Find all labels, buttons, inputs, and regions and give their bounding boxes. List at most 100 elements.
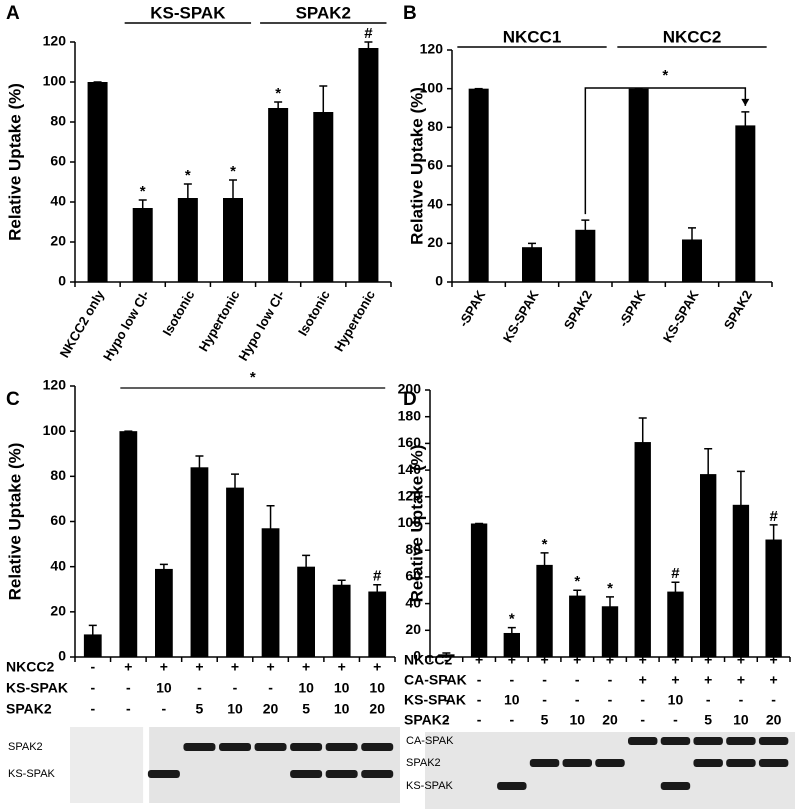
- bar: [667, 591, 684, 657]
- condition-value: -: [771, 692, 776, 708]
- error-bar: [528, 242, 536, 252]
- y-tick-label: 80: [427, 118, 443, 134]
- error-bar: [138, 199, 147, 216]
- condition-value: -: [739, 692, 744, 708]
- error-bar: [573, 589, 582, 601]
- y-tick-label: 20: [50, 233, 66, 249]
- bar: [438, 654, 455, 657]
- condition-value: 10: [156, 680, 172, 696]
- condition-value: -: [673, 712, 678, 728]
- x-tick-label: NKCC2 only: [57, 287, 108, 360]
- error-bar: [442, 652, 451, 656]
- error-bar: [688, 227, 696, 252]
- blot-label: CA-SPAK: [406, 735, 454, 747]
- condition-value: 20: [766, 712, 782, 728]
- blot-band: [361, 743, 394, 751]
- bar: [119, 431, 138, 657]
- error-bar: [159, 563, 168, 574]
- condition-value: -: [608, 692, 613, 708]
- y-tick-label: 80: [50, 113, 66, 129]
- condition-value: 20: [369, 701, 385, 717]
- condition-value: 5: [196, 701, 204, 717]
- blot-image: [149, 727, 400, 803]
- condition-name: CA-SPAK: [404, 672, 467, 688]
- condition-value: -: [542, 692, 547, 708]
- blot-band: [758, 759, 789, 767]
- condition-value: +: [639, 672, 647, 688]
- condition-value: 20: [602, 712, 618, 728]
- error-bar: [195, 455, 204, 479]
- blot-label: KS-SPAK: [406, 780, 454, 792]
- x-tick-label: Isotonic: [295, 288, 333, 339]
- error-bar: [606, 596, 614, 616]
- bar: [190, 467, 209, 657]
- y-tick-label: 60: [50, 153, 66, 169]
- y-tick-label: 120: [43, 33, 67, 49]
- condition-value: -: [444, 692, 449, 708]
- blot-band: [726, 759, 756, 767]
- y-tick-label: 140: [398, 461, 422, 477]
- condition-value: +: [704, 652, 712, 668]
- condition-name: SPAK2: [404, 712, 450, 728]
- significance-bracket: [584, 87, 747, 215]
- error-bar: [319, 85, 328, 138]
- error-bar: [507, 626, 516, 639]
- y-tick-label: 60: [50, 512, 66, 528]
- condition-value: 5: [302, 701, 310, 717]
- blot-label: SPAK2: [406, 757, 441, 769]
- bar: [628, 88, 649, 283]
- condition-value: +: [266, 659, 274, 675]
- condition-value: +: [671, 672, 679, 688]
- condition-value: 10: [569, 712, 585, 728]
- condition-value: +: [540, 652, 548, 668]
- y-tick-label: 120: [43, 377, 67, 393]
- bar: [732, 504, 750, 657]
- blot-band: [693, 737, 723, 745]
- x-tick-label: Hypertonic: [196, 288, 243, 354]
- x-tick-label: Hypertonic: [331, 288, 378, 354]
- y-tick-label: 20: [427, 234, 443, 250]
- bar: [297, 566, 315, 657]
- bar: [575, 229, 596, 282]
- condition-value: +: [231, 659, 239, 675]
- bar: [368, 591, 387, 657]
- x-tick-label: KS-SPAK: [500, 287, 542, 345]
- condition-value: -: [509, 712, 514, 728]
- y-tick-label: 0: [58, 648, 66, 664]
- condition-name: KS-SPAK: [404, 692, 466, 708]
- bar: [536, 564, 553, 657]
- condition-value: 10: [369, 680, 385, 696]
- condition-name: SPAK2: [6, 701, 52, 717]
- condition-value: -: [90, 701, 95, 717]
- condition-value: -: [233, 680, 238, 696]
- bar: [177, 198, 198, 282]
- condition-value: -: [90, 659, 95, 675]
- y-tick-label: 0: [58, 273, 66, 289]
- y-tick-label: 100: [43, 422, 67, 438]
- condition-value: -: [268, 680, 273, 696]
- error-bar: [274, 101, 283, 114]
- error-bar: [231, 473, 239, 502]
- condition-value: 5: [704, 712, 712, 728]
- condition-value: +: [160, 659, 168, 675]
- x-tick-label: KS-SPAK: [660, 287, 702, 345]
- bar: [682, 239, 702, 282]
- condition-value: -: [608, 672, 613, 688]
- blot-band: [290, 770, 323, 778]
- condition-value: +: [770, 672, 778, 688]
- blot-label: SPAK2: [8, 741, 43, 753]
- blot-band: [497, 782, 527, 790]
- bar: [332, 584, 351, 657]
- bar: [765, 539, 782, 657]
- condition-value: +: [195, 659, 203, 675]
- group-label: SPAK2: [296, 3, 351, 22]
- bar: [569, 595, 586, 657]
- y-tick-label: 100: [43, 73, 67, 89]
- condition-value: 20: [263, 701, 279, 717]
- blot-band: [325, 743, 358, 751]
- bar: [601, 606, 619, 657]
- significance-marker: *: [140, 183, 146, 200]
- condition-value: +: [475, 652, 483, 668]
- condition-name: NKCC2: [404, 652, 452, 668]
- error-bar: [373, 583, 382, 599]
